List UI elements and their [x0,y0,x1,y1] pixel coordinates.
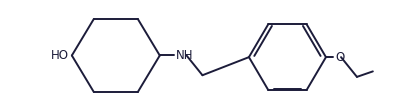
Text: HO: HO [51,49,69,62]
Text: O: O [335,51,344,64]
Text: NH: NH [176,49,193,62]
